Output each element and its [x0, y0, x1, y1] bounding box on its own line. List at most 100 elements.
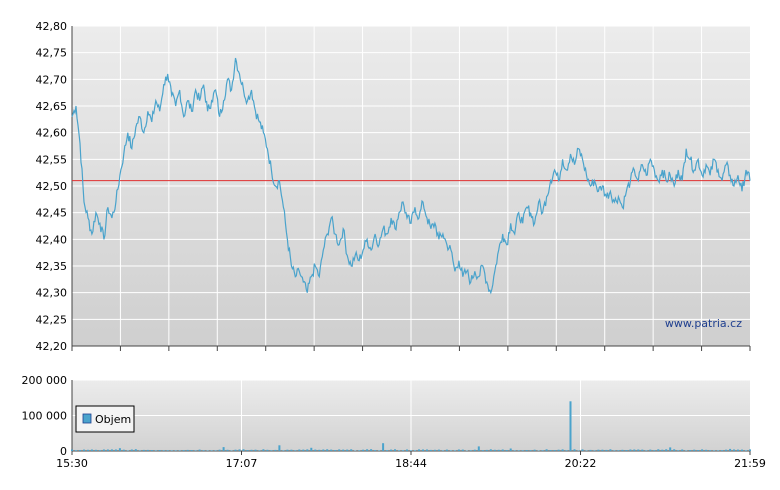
- volume-bar: [737, 449, 739, 451]
- volume-bar: [733, 449, 735, 451]
- volume-bar: [186, 449, 189, 451]
- volume-bar: [98, 450, 101, 451]
- x-tick-label: 17:07: [226, 457, 258, 470]
- volume-bar: [79, 450, 81, 451]
- volume-bar: [198, 449, 201, 451]
- volume-bar: [585, 450, 588, 451]
- volume-bar: [366, 449, 369, 451]
- volume-bar: [625, 450, 628, 451]
- volume-bar: [350, 449, 353, 451]
- volume-bar: [194, 450, 197, 451]
- volume-bar: [629, 449, 632, 451]
- volume-bar: [697, 450, 700, 451]
- price-y-tick-label: 42,25: [36, 313, 68, 326]
- volume-bar: [138, 450, 141, 451]
- volume-bar: [170, 450, 173, 451]
- volume-bar: [182, 450, 185, 451]
- volume-bar: [390, 449, 393, 451]
- volume-bar: [330, 449, 333, 451]
- volume-bar: [206, 450, 209, 451]
- volume-bar: [569, 401, 572, 451]
- volume-legend: Objem: [75, 405, 135, 433]
- price-y-tick-label: 42,45: [36, 207, 68, 220]
- volume-bar: [414, 450, 416, 451]
- price-x-tick-marks: [71, 346, 751, 351]
- volume-bar: [134, 449, 137, 451]
- x-tick-label: 18:44: [395, 457, 427, 470]
- volume-bar: [461, 449, 464, 451]
- volume-y-ticks: 200 000 100 000 0: [22, 374, 68, 458]
- volume-bar: [729, 448, 732, 451]
- volume-bar: [513, 450, 516, 451]
- price-y-tick-label: 42,55: [36, 153, 68, 166]
- volume-bar: [178, 450, 181, 451]
- volume-bar: [402, 450, 404, 451]
- volume-bar: [601, 449, 604, 451]
- volume-bar: [493, 449, 496, 451]
- volume-bar: [685, 450, 688, 451]
- volume-bar: [721, 450, 724, 451]
- volume-bar: [154, 450, 157, 451]
- volume-bar: [649, 449, 652, 451]
- volume-bar: [83, 449, 85, 451]
- price-y-tick-label: 42,70: [36, 73, 68, 86]
- volume-bar: [334, 450, 337, 451]
- volume-bar: [90, 449, 93, 451]
- volume-bar: [597, 449, 600, 451]
- volume-bar: [609, 449, 612, 451]
- volume-bar: [505, 450, 508, 451]
- volume-bar: [326, 449, 329, 451]
- volume-bar: [210, 450, 213, 451]
- price-y-tick-label: 42,50: [36, 180, 68, 193]
- volume-bar: [657, 449, 660, 451]
- volume-bar: [573, 449, 576, 451]
- volume-bar: [541, 450, 544, 451]
- volume-bar: [226, 449, 229, 451]
- volume-bar: [286, 449, 289, 451]
- volume-bar: [489, 449, 492, 451]
- volume-bar: [214, 450, 217, 451]
- volume-bar: [382, 443, 385, 451]
- price-y-tick-label: 42,35: [36, 260, 68, 273]
- volume-bar: [298, 449, 301, 451]
- volume-bar: [418, 449, 420, 451]
- volume-bar: [122, 449, 125, 451]
- volume-bar: [426, 449, 428, 451]
- volume-bar: [481, 450, 484, 451]
- volume-bar: [114, 449, 117, 451]
- volume-bar: [725, 449, 728, 451]
- volume-bar: [238, 449, 241, 451]
- volume-bar: [75, 450, 77, 451]
- volume-bar: [386, 450, 389, 451]
- volume-bar: [485, 449, 488, 451]
- volume-bar: [429, 449, 432, 451]
- volume-bars: [71, 401, 751, 451]
- volume-bar: [87, 449, 89, 451]
- price-y-tick-label: 42,75: [36, 47, 68, 60]
- volume-bar: [549, 450, 552, 451]
- price-y-tick-label: 42,80: [36, 20, 68, 33]
- price-y-tick-label: 42,30: [36, 287, 68, 300]
- volume-bar: [218, 449, 221, 451]
- volume-bar: [374, 450, 377, 451]
- volume-y-tick-label: 200 000: [22, 374, 68, 387]
- volume-bar: [106, 449, 109, 451]
- volume-bar: [422, 449, 424, 451]
- volume-bar: [681, 449, 684, 451]
- x-tick-label: 20:22: [565, 457, 597, 470]
- volume-bar: [410, 450, 412, 451]
- volume-bar: [278, 445, 281, 451]
- watermark: www.patria.cz: [665, 317, 742, 330]
- volume-bar: [102, 449, 105, 451]
- volume-bar: [537, 450, 540, 451]
- volume-bar: [453, 450, 456, 451]
- volume-bar: [142, 449, 145, 451]
- volume-bar: [342, 449, 345, 451]
- volume-bar: [94, 449, 97, 451]
- volume-bar: [126, 450, 129, 451]
- volume-bar: [561, 449, 564, 451]
- volume-bar: [501, 449, 504, 451]
- volume-bar: [294, 450, 297, 451]
- volume-bar: [621, 449, 624, 451]
- volume-bar: [354, 450, 357, 451]
